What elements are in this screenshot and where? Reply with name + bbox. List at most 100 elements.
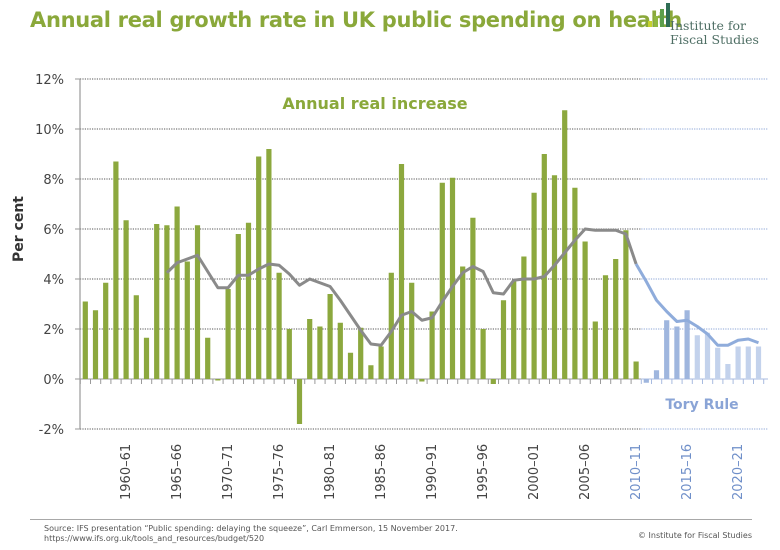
bar	[194, 225, 201, 379]
bar	[735, 346, 741, 379]
bar	[164, 225, 170, 379]
bar	[592, 321, 598, 379]
bar	[429, 311, 435, 379]
bar	[480, 329, 486, 379]
y-tick-label: 0%	[43, 373, 64, 388]
x-tick-label: 1965–66	[170, 444, 185, 500]
bar	[725, 364, 731, 379]
bar	[684, 310, 690, 379]
bar	[439, 182, 445, 379]
moving-average-line	[165, 227, 638, 347]
x-tick-label: 1975–76	[272, 444, 287, 500]
bar	[460, 266, 466, 379]
bar	[378, 346, 384, 379]
bar	[745, 346, 751, 379]
source-url: https://www.ifs.org.uk/tools_and_resourc…	[44, 534, 265, 543]
y-tick-label: -2%	[39, 423, 64, 438]
bar	[296, 379, 303, 424]
bar	[307, 319, 313, 379]
gridlines	[80, 78, 768, 430]
copyright: © Institute for Fiscal Studies	[637, 531, 752, 540]
y-tick-label: 12%	[35, 73, 64, 88]
bar	[531, 192, 537, 379]
y-axis-ticks: -2% 0% 2% 4% 6% 8% 10% 12%	[35, 73, 80, 438]
bar	[674, 326, 680, 379]
annotation-annual-real-increase: Annual real increase	[282, 94, 467, 113]
moving-average-line-tory	[634, 263, 760, 347]
bar	[174, 206, 180, 379]
bar	[143, 337, 150, 379]
x-tick-label: 1985–86	[374, 444, 389, 500]
bar	[286, 329, 292, 379]
bar	[521, 256, 527, 379]
bar	[358, 327, 364, 379]
bar	[572, 187, 578, 379]
x-tick-label: 1960–61	[119, 444, 134, 500]
bar	[225, 289, 231, 379]
bar	[582, 241, 588, 379]
bar	[205, 337, 211, 379]
bar	[245, 222, 252, 379]
bar	[633, 361, 639, 379]
bar	[500, 300, 507, 379]
bar	[215, 379, 221, 381]
bar	[715, 347, 721, 379]
x-tick-label: 1970–71	[221, 444, 236, 500]
y-tick-label: 6%	[43, 223, 64, 238]
logo-line-2: Fiscal Studies	[670, 32, 759, 47]
bar	[511, 281, 517, 379]
x-tick-label: 1980–81	[323, 444, 338, 500]
bar	[327, 294, 333, 379]
bar	[398, 164, 405, 379]
x-tick-label: 2005–06	[578, 444, 593, 500]
bar	[419, 379, 425, 382]
bar	[602, 275, 609, 379]
bar	[541, 154, 547, 379]
bar	[113, 161, 119, 379]
x-tick-label: 1995–96	[476, 444, 491, 500]
bar	[347, 352, 354, 379]
bar	[409, 282, 415, 379]
x-tick-label: 1990–91	[425, 444, 440, 500]
bar	[643, 379, 649, 383]
bar	[755, 346, 762, 379]
y-tick-label: 10%	[35, 123, 64, 138]
bar	[470, 217, 476, 379]
y-tick-label: 8%	[43, 173, 64, 188]
ifs-bars-icon	[648, 3, 670, 27]
source-line-1: Source: IFS presentation “Public spendin…	[44, 524, 458, 533]
source-note: Source: IFS presentation “Public spendin…	[44, 524, 458, 544]
bar	[623, 230, 629, 379]
bar	[490, 379, 496, 384]
footer-divider	[30, 519, 752, 520]
bars	[82, 110, 762, 424]
bar	[154, 224, 160, 379]
annotation-tory-rule: Tory Rule	[665, 397, 738, 413]
y-tick-label: 2%	[43, 323, 64, 338]
ifs-logo-text: Institute for Fiscal Studies	[670, 19, 759, 47]
bar	[613, 259, 619, 379]
logo-line-1: Institute for	[670, 18, 747, 33]
bar	[235, 234, 241, 379]
bar	[388, 272, 394, 379]
bar	[133, 295, 139, 379]
bar	[694, 335, 700, 379]
moving-average-lines	[165, 227, 760, 347]
bar	[103, 282, 109, 379]
bar	[337, 322, 343, 379]
bar	[92, 310, 99, 379]
bar	[551, 175, 558, 379]
y-axis-title: Per cent	[11, 196, 27, 262]
bar	[82, 301, 88, 379]
bar	[449, 177, 456, 379]
bar	[317, 326, 323, 379]
x-tick-label: 2020–21	[731, 444, 746, 500]
bar	[562, 110, 568, 379]
bar	[653, 370, 660, 379]
bar	[664, 320, 670, 379]
chart-area: -2% 0% 2% 4% 6% 8% 10% 12% 1960–61 1965–66 1970–7…	[11, 73, 768, 500]
bar	[184, 261, 190, 379]
chart-title: Annual real growth rate in UK public spe…	[30, 8, 682, 32]
bar	[368, 365, 374, 379]
x-tick-label: 2000–01	[527, 444, 542, 500]
